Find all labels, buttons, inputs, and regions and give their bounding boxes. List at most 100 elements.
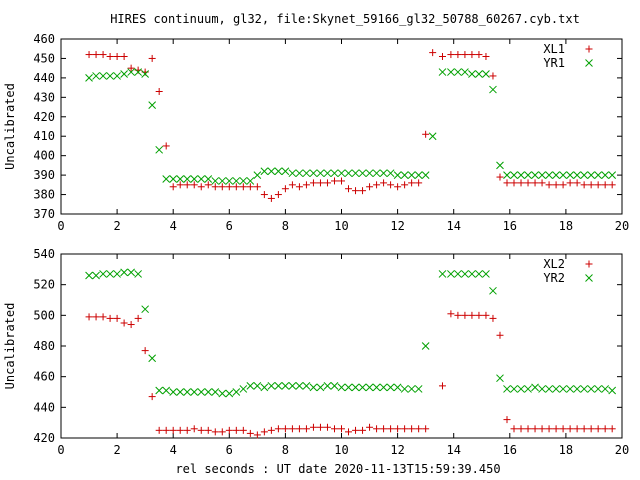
data-point: [345, 185, 353, 193]
y-tick-label: 420: [33, 110, 55, 124]
y-tick-label: 540: [33, 247, 55, 261]
legend-label: YR2: [543, 271, 565, 285]
data-point: [496, 374, 504, 383]
data-point: [92, 271, 100, 280]
data-point: [594, 181, 602, 189]
data-point: [503, 179, 511, 187]
data-point: [538, 171, 546, 179]
data-point: [267, 426, 275, 434]
data-point: [373, 181, 381, 189]
data-point: [372, 383, 381, 392]
data-point: [309, 383, 318, 392]
data-point: [323, 169, 332, 178]
data-point: [496, 161, 504, 170]
x-tick-label: 8: [282, 219, 289, 233]
data-point: [330, 425, 338, 433]
data-point: [552, 425, 560, 433]
data-point: [316, 423, 324, 431]
data-point: [330, 177, 338, 185]
data-point: [352, 426, 360, 434]
data-point: [85, 313, 93, 321]
data-point: [601, 181, 609, 189]
data-point: [545, 425, 553, 433]
x-tick-label: 10: [334, 443, 348, 457]
data-point: [587, 181, 595, 189]
data-point: [552, 181, 560, 189]
data-point: [524, 179, 532, 187]
x-tick-label: 18: [559, 219, 573, 233]
data-point: [281, 185, 289, 193]
data-point: [510, 171, 518, 179]
x-tick-label: 2: [113, 443, 120, 457]
y-tick-label: 450: [33, 51, 55, 65]
data-point: [260, 191, 268, 199]
data-point: [288, 181, 296, 189]
data-point: [309, 423, 317, 431]
y-tick-label: 440: [33, 71, 55, 85]
top-panel: 0 2 4 6 8 10 12 14 16 18 20 370 380 390 400 410 420 430 44…: [3, 32, 629, 233]
data-point: [148, 354, 157, 363]
x-tick-label: 12: [390, 443, 404, 457]
y-tick-label: 370: [33, 207, 55, 221]
x-tick-label: 2: [113, 219, 120, 233]
data-point: [204, 181, 212, 189]
data-point: [352, 187, 360, 195]
x-tick-label: 4: [170, 443, 177, 457]
data-point: [559, 425, 567, 433]
data-point: [531, 383, 539, 392]
data-point: [127, 321, 135, 329]
data-point: [524, 171, 532, 179]
data-point: [601, 385, 610, 393]
data-point: [225, 183, 233, 191]
data-point: [211, 428, 219, 436]
data-point: [429, 49, 437, 57]
data-point: [204, 388, 213, 396]
data-point: [401, 181, 409, 189]
data-point: [454, 270, 462, 278]
data-point: [573, 425, 581, 433]
data-point: [510, 179, 518, 187]
data-point: [552, 385, 560, 393]
data-point: [345, 428, 353, 436]
legend-marker: [585, 274, 593, 282]
data-point: [162, 426, 170, 434]
data-point: [365, 383, 374, 392]
y-tick-label: 520: [33, 278, 55, 292]
data-point: [380, 179, 388, 187]
data-point: [344, 169, 353, 178]
data-point: [169, 183, 177, 191]
data-point: [120, 53, 128, 60]
data-point: [218, 428, 226, 436]
data-point: [393, 171, 402, 179]
data-point: [454, 311, 462, 319]
data-point: [323, 423, 331, 431]
data-point: [141, 305, 150, 314]
data-point: [106, 270, 114, 278]
data-point: [169, 426, 177, 434]
data-point: [421, 171, 430, 179]
data-point: [197, 183, 205, 191]
data-point: [274, 425, 282, 433]
data-point: [162, 175, 171, 183]
data-point: [141, 347, 149, 355]
data-point: [295, 425, 303, 433]
data-point: [496, 173, 504, 181]
data-point: [447, 270, 455, 278]
series-yr2: [85, 268, 617, 398]
data-point: [316, 169, 325, 178]
data-point: [573, 171, 581, 179]
x-tick-label: 16: [503, 443, 517, 457]
data-point: [134, 270, 142, 278]
x-tick-label: 6: [226, 219, 233, 233]
x-tick-label: 20: [615, 443, 629, 457]
data-point: [225, 426, 233, 434]
data-point: [204, 175, 213, 183]
data-point: [267, 194, 275, 202]
data-point: [566, 385, 574, 393]
data-point: [573, 179, 581, 187]
data-point: [338, 177, 345, 185]
data-point: [113, 72, 121, 80]
data-point: [468, 270, 476, 278]
legend-marker: [585, 45, 593, 53]
plot-frame: [60, 38, 623, 215]
